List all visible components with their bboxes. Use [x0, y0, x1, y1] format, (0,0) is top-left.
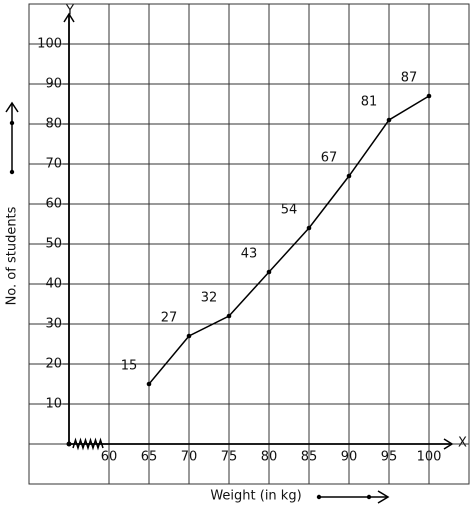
x-tick-label: 90: [341, 450, 358, 465]
data-point: [306, 225, 312, 231]
x-tick-label: 80: [261, 450, 278, 465]
x-tick-label: 65: [141, 450, 158, 465]
data-point: [266, 269, 272, 275]
y-tick-label: 70: [45, 157, 62, 172]
y-tick-label: 30: [45, 317, 62, 332]
x-tick-label: 70: [181, 450, 198, 465]
data-label: 32: [201, 291, 218, 306]
axis-break: [72, 437, 104, 451]
data-point: [186, 333, 192, 339]
data-label: 54: [281, 203, 298, 218]
x-axis-arrow: [443, 438, 454, 450]
data-point: [226, 313, 232, 319]
data-label: 15: [121, 359, 138, 374]
decor-dots: [9, 120, 372, 500]
x-axis-name: X: [458, 436, 467, 451]
x-tick-label: 95: [381, 450, 398, 465]
data-point: [146, 381, 152, 387]
data-label: 67: [321, 151, 338, 166]
y-axis-arrow: [63, 12, 75, 23]
origin-dot: [66, 441, 72, 447]
y-tick-label: 100: [37, 37, 62, 52]
data-point: [426, 93, 432, 99]
y-axis-label: No. of students: [5, 206, 20, 305]
decor-arrows: [5, 101, 390, 504]
data-line: [148, 95, 430, 385]
data-label: 81: [361, 95, 378, 110]
data-label: 87: [401, 71, 418, 86]
x-tick-label: 85: [301, 450, 318, 465]
y-tick-label: 80: [45, 117, 62, 132]
y-tick-label: 40: [45, 277, 62, 292]
y-tick-label: 90: [45, 77, 62, 92]
x-tick-label: 60: [101, 450, 118, 465]
y-tick-label: 60: [45, 197, 62, 212]
x-tick-label: 75: [221, 450, 238, 465]
x-axis-label: Weight (in kg): [210, 489, 301, 504]
y-tick-label: 10: [45, 397, 62, 412]
data-point: [346, 173, 352, 179]
y-axis-name: Y: [65, 4, 74, 19]
data-label: 27: [161, 311, 178, 326]
y-tick-label: 20: [45, 357, 62, 372]
data-point: [386, 117, 392, 123]
data-label: 43: [241, 247, 258, 262]
y-tick-label: 50: [45, 237, 62, 252]
x-tick-label: 100: [417, 450, 442, 465]
